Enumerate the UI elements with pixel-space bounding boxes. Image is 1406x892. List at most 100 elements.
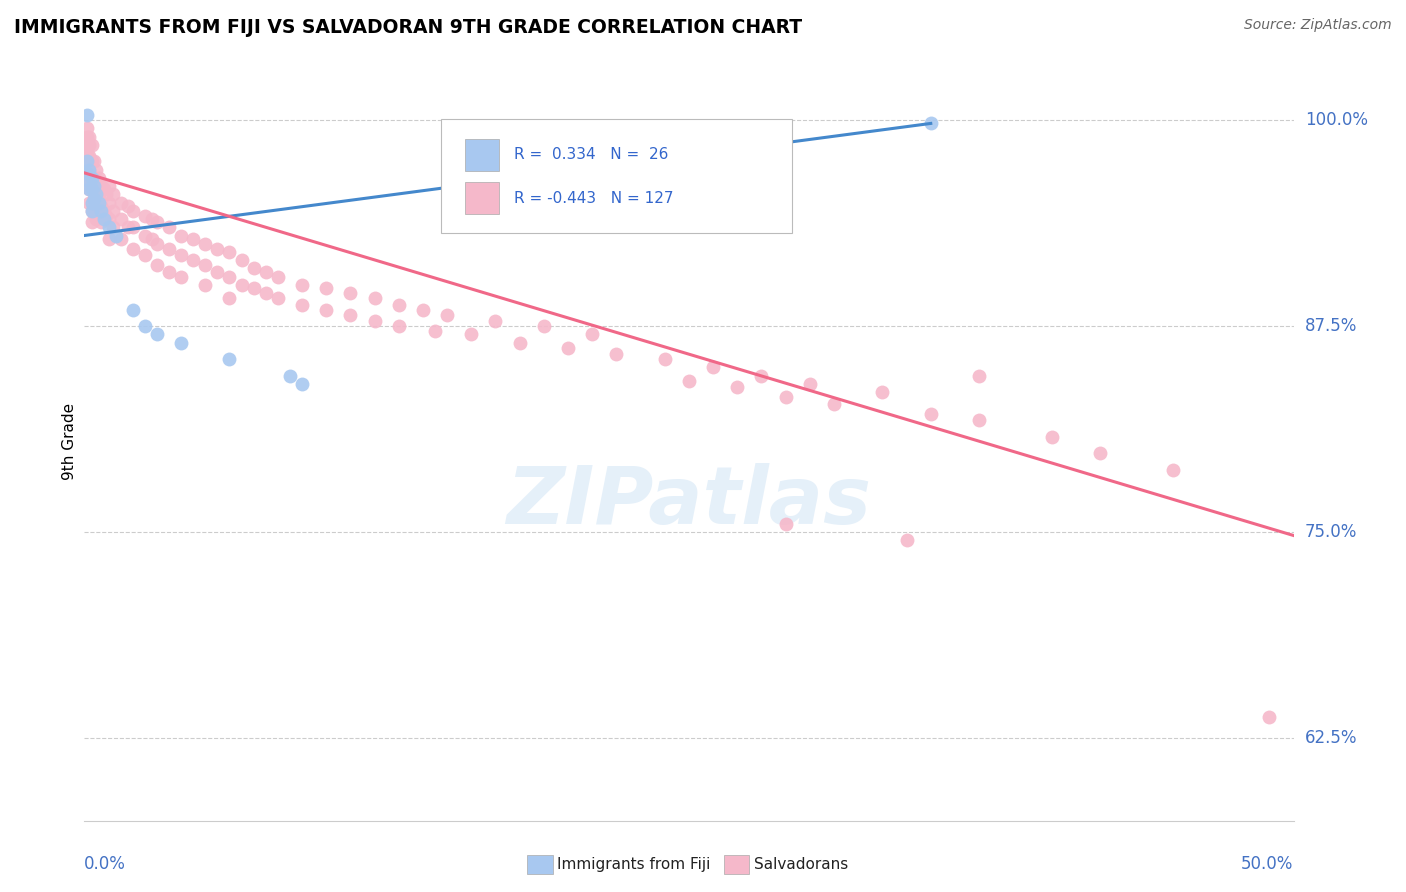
Y-axis label: 9th Grade: 9th Grade (62, 403, 77, 480)
Point (93, 182, 115, 196)
Point (141, 232, 163, 246)
Point (170, 335, 193, 350)
Point (104, 228, 127, 243)
Point (80, 203, 103, 218)
Point (291, 298, 314, 312)
Point (157, 242, 180, 256)
Text: 62.5%: 62.5% (1305, 730, 1357, 747)
Point (1088, 446, 1111, 460)
Point (94, 209, 117, 223)
Point (799, 376, 821, 391)
Text: IMMIGRANTS FROM FIJI VS SALVADORAN 9TH GRADE CORRELATION CHART: IMMIGRANTS FROM FIJI VS SALVADORAN 9TH G… (14, 18, 803, 37)
Point (1161, 462, 1184, 476)
Point (97, 212, 120, 227)
Point (412, 302, 434, 317)
Point (121, 242, 143, 256)
Text: Source: ZipAtlas.com: Source: ZipAtlas.com (1244, 18, 1392, 32)
Point (80, 195, 103, 210)
Point (339, 308, 361, 322)
Point (80, 137, 103, 152)
Point (121, 220, 143, 235)
Point (181, 253, 204, 268)
Point (291, 376, 314, 391)
Point (146, 327, 169, 342)
Point (97, 195, 120, 210)
Text: 87.5%: 87.5% (1305, 318, 1357, 335)
Point (77, 182, 100, 196)
Point (423, 324, 446, 338)
Point (920, 407, 942, 421)
Point (267, 269, 290, 284)
Text: Immigrants from Fiji: Immigrants from Fiji (557, 857, 710, 871)
Point (872, 385, 894, 400)
Point (80, 170, 103, 185)
Point (1258, 710, 1281, 724)
FancyBboxPatch shape (465, 139, 499, 171)
Point (267, 291, 290, 305)
Point (231, 277, 253, 292)
Point (967, 413, 990, 427)
Point (967, 368, 990, 383)
Point (86, 162, 108, 177)
Point (93, 203, 115, 218)
Point (90, 199, 112, 213)
Point (87, 203, 110, 218)
Point (76, 121, 98, 136)
Point (218, 291, 240, 305)
Point (76, 108, 98, 122)
Point (388, 319, 411, 334)
Point (77, 162, 100, 177)
Point (83, 179, 105, 194)
Point (117, 199, 139, 213)
Point (80, 182, 103, 196)
Point (436, 308, 458, 322)
Point (121, 203, 143, 218)
Point (254, 286, 277, 301)
Point (80, 195, 103, 210)
Point (86, 187, 108, 202)
Point (218, 352, 240, 367)
Point (141, 212, 163, 227)
Text: Salvadorans: Salvadorans (754, 857, 848, 871)
Text: R = -0.443   N = 127: R = -0.443 N = 127 (513, 191, 673, 206)
Point (90, 179, 112, 194)
Point (121, 302, 143, 317)
Point (80, 203, 103, 218)
Point (77, 137, 100, 152)
Point (170, 228, 193, 243)
Point (207, 242, 229, 256)
Point (605, 347, 627, 361)
Point (86, 195, 108, 210)
Point (97, 232, 120, 246)
Point (388, 298, 411, 312)
Point (725, 380, 748, 394)
Point (170, 248, 193, 262)
Text: 75.0%: 75.0% (1305, 524, 1357, 541)
Point (76, 166, 98, 180)
Point (87, 195, 110, 210)
Point (103, 187, 125, 202)
Point (94, 187, 117, 202)
Point (110, 212, 132, 227)
Point (194, 277, 217, 292)
Point (103, 220, 125, 235)
Point (77, 162, 100, 177)
FancyBboxPatch shape (441, 120, 792, 233)
Point (194, 258, 217, 272)
Point (678, 374, 700, 388)
Point (896, 533, 918, 548)
Point (533, 319, 555, 334)
Point (363, 314, 385, 328)
Point (77, 182, 100, 196)
Point (77, 195, 100, 210)
Point (181, 232, 204, 246)
Point (77, 129, 100, 144)
Point (76, 179, 98, 194)
Point (76, 137, 98, 152)
Point (77, 174, 100, 188)
Point (581, 327, 603, 342)
Point (134, 228, 156, 243)
Text: R =  0.334   N =  26: R = 0.334 N = 26 (513, 147, 668, 162)
Point (77, 149, 100, 163)
Point (775, 390, 797, 404)
